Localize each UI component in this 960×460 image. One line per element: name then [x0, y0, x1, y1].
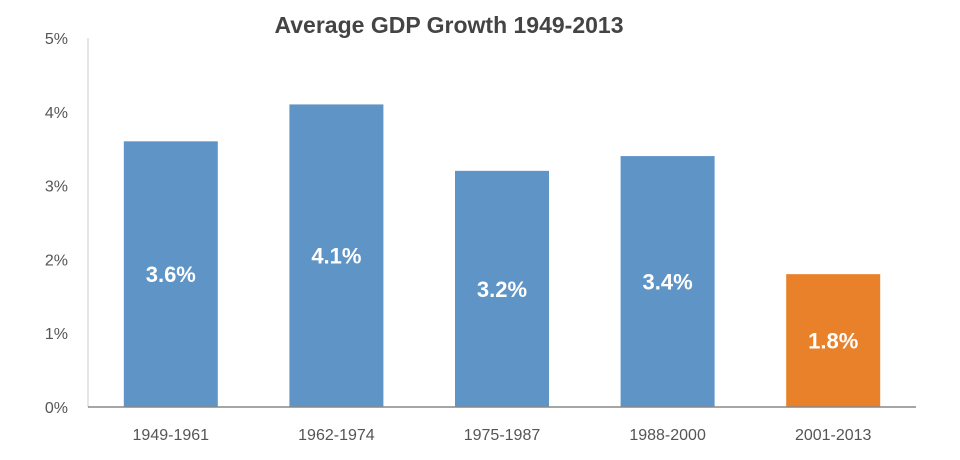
bar-1949-1961: [123, 141, 218, 407]
bar-1962-1974: [289, 104, 384, 408]
x-tick-label: 1962-1974: [298, 427, 375, 444]
x-tick-label: 1949-1961: [133, 427, 210, 444]
data-label: 3.2%: [477, 277, 527, 302]
x-tick-label: 1988-2000: [629, 427, 706, 444]
y-tick-label: 5%: [45, 31, 68, 48]
y-tick-label: 2%: [45, 252, 68, 269]
chart-title: Average GDP Growth 1949-2013: [275, 12, 624, 38]
data-label: 3.6%: [146, 262, 196, 287]
x-tick-label: 2001-2013: [795, 427, 872, 444]
y-tick-label: 1%: [45, 326, 68, 343]
bar-1988-2000: [620, 156, 715, 407]
y-tick-label: 3%: [45, 179, 68, 196]
y-tick-label: 0%: [45, 400, 68, 417]
data-label: 4.1%: [311, 244, 361, 269]
bar-2001-2013: [786, 274, 881, 407]
bar-1975-1987: [455, 170, 549, 407]
data-label: 1.8%: [808, 329, 858, 354]
y-tick-label: 4%: [45, 105, 68, 122]
data-label: 3.4%: [643, 270, 693, 295]
x-tick-label: 1975-1987: [464, 427, 541, 444]
